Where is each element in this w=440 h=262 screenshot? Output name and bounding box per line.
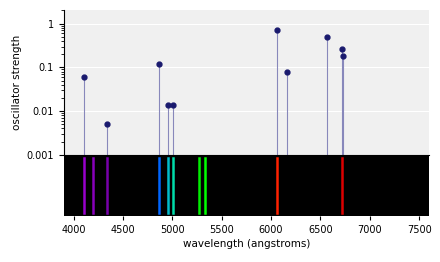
Y-axis label: oscillator strength: oscillator strength	[12, 35, 22, 130]
X-axis label: wavelength (angstroms): wavelength (angstroms)	[183, 239, 310, 249]
